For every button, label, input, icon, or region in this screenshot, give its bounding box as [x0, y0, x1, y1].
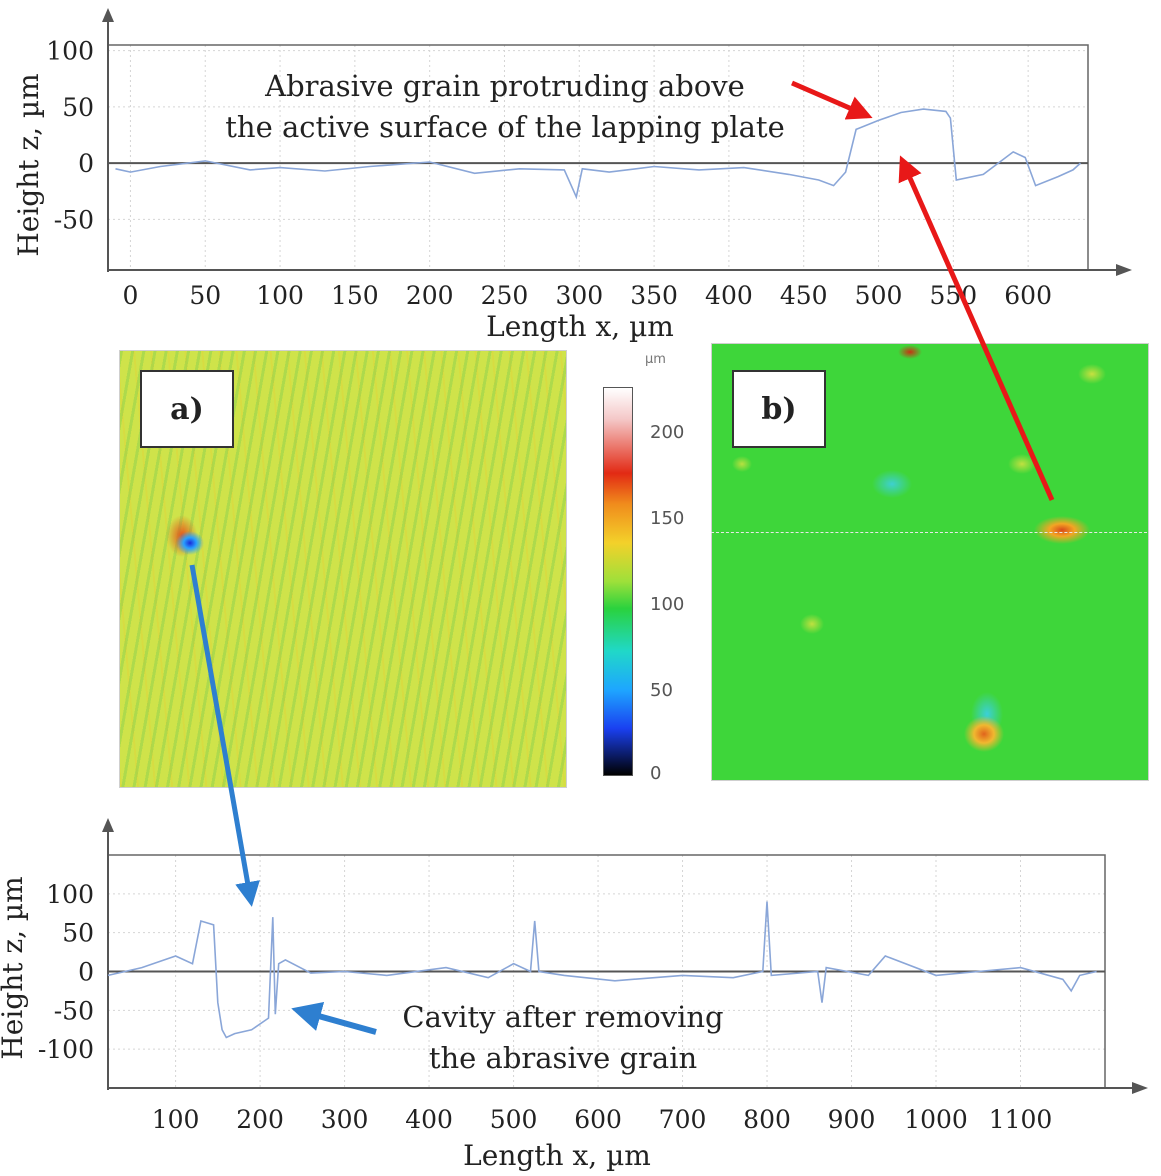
bot-y-tick-label: -50 [54, 996, 94, 1025]
top-x-tick-label: 450 [780, 281, 828, 310]
top-x-tick-label: 350 [630, 281, 678, 310]
top-y-tick-label: -50 [54, 205, 94, 234]
bottom-x-axis-label: Length x, µm [463, 1139, 651, 1172]
bottom-x-axis-arrow [1132, 1082, 1148, 1094]
blue-arrow-map-to-profile [189, 564, 260, 907]
top-y-tick-label: 0 [78, 149, 94, 178]
bottom-y-axis-arrow [102, 818, 114, 832]
top-x-tick-label: 500 [855, 281, 903, 310]
bot-x-tick-label: 100 [152, 1105, 200, 1134]
bot-x-tick-label: 800 [743, 1105, 791, 1134]
bottom-profile-series [107, 901, 1097, 1039]
bot-x-tick-label: 200 [236, 1105, 284, 1134]
top-x-tick-label: 600 [1004, 281, 1052, 310]
top-y-tick-label: 100 [46, 37, 94, 66]
top-x-tick-label: 550 [929, 281, 977, 310]
top-x-axis-label: Length x, µm [486, 310, 674, 343]
bottom-annotation-line-1: Cavity after removing [402, 1000, 723, 1034]
bot-x-tick-label: 900 [828, 1105, 876, 1134]
colorbar [603, 387, 633, 776]
top-y-tick-label: 50 [62, 93, 94, 122]
bot-x-tick-label: 300 [321, 1105, 369, 1134]
colorbar-tick-0: 0 [650, 763, 662, 784]
top-x-tick-label: 400 [705, 281, 753, 310]
top-x-tick-labels: 0 50 100 150 200 250 300 350 400 450 500 550 600 [122, 281, 1052, 310]
blue-arrow-annotation [291, 1001, 377, 1035]
map-b-profile-line [711, 532, 1147, 533]
colorbar-tick-50: 50 [650, 680, 673, 701]
bottom-x-tick-labels: 100 200 300 400 500 600 700 800 900 1000 1100 [152, 1105, 1053, 1134]
top-profile-chart: 0 50 100 150 200 250 300 350 400 450 500 550 600 100… [12, 8, 1132, 343]
bot-x-tick-label: 700 [659, 1105, 707, 1134]
bottom-profile-chart: 100 200 300 400 500 600 700 800 900 1000 1100 1005… [0, 818, 1148, 1172]
top-x-tick-label: 250 [481, 281, 529, 310]
colorbar-tick-100: 100 [650, 594, 685, 615]
top-x-tick-label: 50 [189, 281, 221, 310]
bottom-annotation-line-2: the abrasive grain [429, 1041, 697, 1075]
top-y-axis-arrow [102, 8, 114, 22]
bottom-y-axis-label: Height z, µm [0, 876, 29, 1059]
bot-y-tick-label: 50 [62, 919, 94, 948]
bot-x-tick-label: 400 [405, 1105, 453, 1134]
top-annotation-line-1: Abrasive grain protruding above [264, 69, 745, 103]
panel-label-a: a) [140, 370, 234, 448]
bottom-y-tick-labels: 100 50 0 -50 -100 [38, 880, 94, 1064]
red-arrow-map-to-profile [898, 155, 1055, 502]
bot-y-tick-label: -100 [38, 1035, 94, 1064]
top-x-tick-label: 0 [122, 281, 138, 310]
top-x-axis-arrow [1116, 264, 1132, 276]
bot-y-tick-label: 100 [46, 880, 94, 909]
top-x-tick-label: 100 [256, 281, 304, 310]
bot-x-tick-label: 1100 [989, 1105, 1053, 1134]
bot-x-tick-label: 1000 [904, 1105, 968, 1134]
top-y-tick-labels: 100 50 0 -50 [46, 37, 94, 235]
top-x-tick-label: 150 [331, 281, 379, 310]
top-annotation-line-2: the active surface of the lapping plate [225, 110, 785, 144]
top-x-tick-label: 200 [406, 281, 454, 310]
bot-x-tick-label: 500 [490, 1105, 538, 1134]
colorbar-tick-150: 150 [650, 508, 685, 529]
top-profile-series [115, 108, 1082, 200]
colorbar-unit: µm [645, 352, 666, 367]
panel-label-b: b) [732, 370, 826, 448]
colorbar-tick-200: 200 [650, 422, 685, 443]
top-y-axis-label: Height z, µm [12, 73, 45, 256]
top-x-tick-label: 300 [555, 281, 603, 310]
bot-y-tick-label: 0 [78, 958, 94, 987]
bot-x-tick-label: 600 [574, 1105, 622, 1134]
red-arrow-annotation [791, 80, 873, 120]
